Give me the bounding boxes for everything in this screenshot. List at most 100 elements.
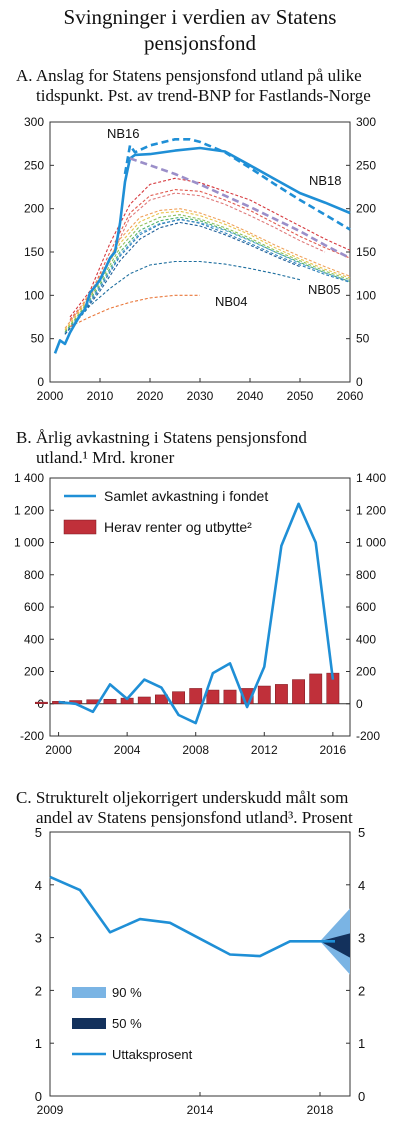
y-tick-label-left: -200: [20, 729, 44, 743]
bar-interest-dividends: [257, 685, 271, 704]
x-tick-label: 2000: [37, 389, 64, 403]
y-tick-label-left: 1 200: [14, 503, 44, 517]
bar-interest-dividends: [309, 673, 323, 704]
legend-label-total-return: Samlet avkastning i fondet: [104, 488, 268, 504]
y-tick-label-left: 1 000: [14, 536, 44, 550]
y-tick-label-right: 200: [356, 665, 376, 679]
series-line-nb18: [53, 146, 351, 354]
x-tick-label: 2004: [114, 743, 141, 757]
y-tick-label-left: 5: [35, 825, 42, 840]
x-tick-label: 2010: [87, 389, 114, 403]
y-tick-label-right: 800: [356, 568, 376, 582]
x-tick-label: 2000: [45, 743, 72, 757]
y-tick-label-left: 1 400: [14, 471, 44, 485]
y-tick-label-right: 1 000: [356, 536, 386, 550]
legend-swatch-50: [72, 1018, 106, 1029]
y-tick-label-right: 1 200: [356, 503, 386, 517]
panel-c-title: C. Strukturelt oljekorrigert underskudd …: [16, 788, 400, 828]
y-tick-label-right: 250: [356, 158, 376, 172]
y-tick-label-right: 400: [356, 632, 376, 646]
bar-interest-dividends: [189, 688, 203, 704]
y-tick-label-right: 0: [356, 697, 363, 711]
legend-swatch-interest: [63, 519, 97, 535]
y-tick-label-left: 3: [35, 931, 42, 946]
y-tick-label-right: 300: [356, 115, 376, 129]
panel-a-title: A. Anslag for Statens pensjonsfond utlan…: [16, 66, 400, 106]
y-tick-label-right: 0: [356, 375, 363, 389]
x-tick-label: 2050: [287, 389, 314, 403]
bar-interest-dividends: [137, 696, 151, 704]
chart-a: 0 0 50 50 100 100 150 150 200 200 250 250 300 300 2000…: [24, 115, 376, 403]
legend-label-uttaksprosent: Uttaksprosent: [112, 1047, 193, 1062]
panel-c-title-line1: C. Strukturelt oljekorrigert underskudd …: [16, 788, 349, 807]
x-tick-label: 2014: [187, 1103, 214, 1117]
page-title-line2: pensjonsfond: [144, 31, 256, 55]
plot-frame: [49, 121, 351, 383]
annotation-nb05: NB05: [308, 282, 341, 297]
panel-b-title-line2: utland.¹ Mrd. kroner: [36, 448, 175, 467]
y-tick-label-left: 100: [24, 288, 44, 302]
y-tick-label-left: 150: [24, 245, 44, 259]
panel-b-title-line1: B. Årlig avkastning i Statens pensjonsfo…: [16, 428, 307, 447]
y-tick-label-left: 300: [24, 115, 44, 129]
y-tick-label-right: 1 400: [356, 471, 386, 485]
y-tick-label-right: 200: [356, 202, 376, 216]
series-line: [69, 189, 351, 320]
y-tick-label-left: 4: [35, 878, 42, 893]
bar-interest-dividends: [292, 679, 305, 704]
x-tick-label: 2030: [187, 389, 214, 403]
y-tick-label-left: 800: [24, 568, 44, 582]
legend-label-90: 90 %: [112, 985, 142, 1000]
y-tick-label-right: 600: [356, 600, 376, 614]
page-title: Svingninger i verdien av Statens pensjon…: [0, 4, 400, 56]
series-line: [64, 210, 351, 331]
legend-swatch-90: [72, 987, 106, 998]
chart-c: 0 0 1 1 2 2 3 3 4 4 5 5 2009 2014 2018 90 % 50 % Uttakspr…: [35, 825, 365, 1117]
y-tick-label-left: 600: [24, 600, 44, 614]
panel-b-title: B. Årlig avkastning i Statens pensjonsfo…: [16, 428, 400, 468]
bar-interest-dividends: [206, 689, 220, 704]
annotation-nb16: NB16: [107, 126, 140, 141]
series-line-nb16: [123, 137, 351, 231]
y-tick-label-left: 200: [24, 202, 44, 216]
y-tick-label-left: 250: [24, 158, 44, 172]
x-tick-label: 2018: [307, 1103, 334, 1117]
y-tick-label-right: 2: [358, 983, 365, 998]
series-line-uttaksprosent: [49, 875, 335, 958]
x-tick-label: 2040: [237, 389, 264, 403]
y-tick-label-left: 0: [35, 1089, 42, 1104]
panel-c-title-line2: andel av Statens pensjonsfond utland³. P…: [36, 808, 353, 827]
y-tick-label-left: 400: [24, 632, 44, 646]
annotation-nb04: NB04: [215, 294, 248, 309]
y-tick-label-right: 3: [358, 931, 365, 946]
page-title-line1: Svingninger i verdien av Statens: [63, 5, 337, 29]
series-line-nb05: [74, 260, 301, 324]
series-line-nb04: [69, 294, 200, 327]
y-tick-label-right: 0: [358, 1089, 365, 1104]
bar-interest-dividends: [35, 701, 48, 704]
x-tick-label: 2012: [251, 743, 278, 757]
legend-label-50: 50 %: [112, 1016, 142, 1031]
annotation-nb18: NB18: [309, 173, 342, 188]
chart-b: -200-200002002004004006006008008001 0001…: [14, 471, 386, 757]
series-line: [64, 221, 301, 335]
series-line: [64, 216, 351, 333]
y-tick-label-left: 0: [37, 375, 44, 389]
bar-interest-dividends: [223, 689, 237, 704]
plot-frame: [49, 831, 351, 1097]
y-tick-label-right: 4: [358, 878, 365, 893]
series-line: [64, 208, 351, 329]
series-line: [64, 218, 351, 335]
x-tick-label: 2020: [137, 389, 164, 403]
y-tick-label-right: 150: [356, 245, 376, 259]
y-tick-label-left: 1: [35, 1036, 42, 1051]
x-tick-label: 2016: [320, 743, 347, 757]
x-tick-label: 2008: [182, 743, 209, 757]
bar-interest-dividends: [103, 698, 117, 705]
y-tick-label-right: -200: [356, 729, 380, 743]
bar-interest-dividends: [172, 691, 185, 704]
y-tick-label-right: 5: [358, 825, 365, 840]
y-tick-label-left: 200: [24, 665, 44, 679]
series-line: [64, 214, 351, 333]
series-line: [69, 177, 351, 318]
